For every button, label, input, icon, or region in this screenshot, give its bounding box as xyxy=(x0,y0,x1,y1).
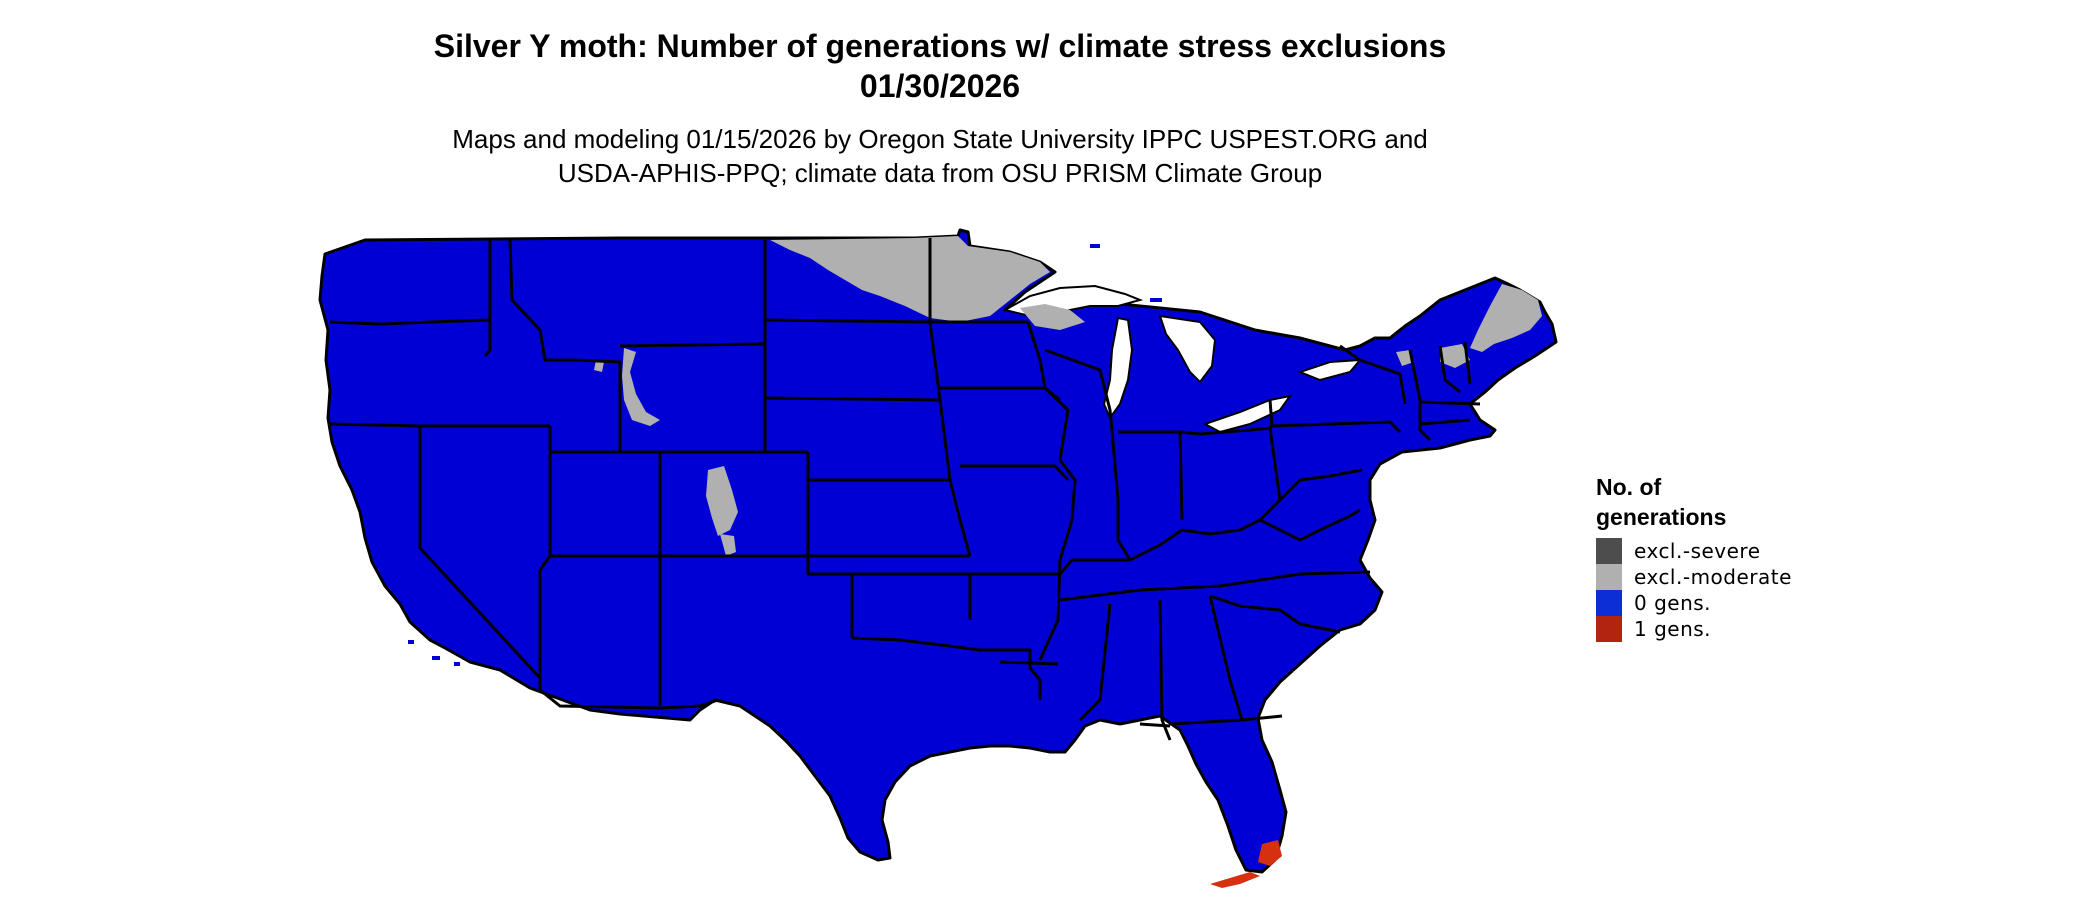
legend-label: 0 gens. xyxy=(1634,591,1712,615)
map-date: 01/30/2026 xyxy=(859,68,1021,104)
map-title: Silver Y moth: Number of generations w/ … xyxy=(433,28,1447,64)
legend-title-line2: generations xyxy=(1596,504,1727,530)
map-credit-line1: Maps and modeling 01/15/2026 by Oregon S… xyxy=(452,124,1428,154)
legend-label: 1 gens. xyxy=(1634,617,1712,641)
map-credit-line2: USDA-APHIS-PPQ; climate data from OSU PR… xyxy=(557,158,1323,188)
excl-moderate-colorado-south xyxy=(720,534,736,556)
excl-moderate-maine xyxy=(1470,284,1542,352)
us-landmass xyxy=(318,228,1558,874)
one-gen-south-florida xyxy=(1258,840,1282,866)
legend-item-1-gens: 1 gens. xyxy=(1596,616,1792,642)
lake-michigan xyxy=(1102,316,1134,421)
legend-item-0-gens: 0 gens. xyxy=(1596,590,1792,616)
excl-moderate-wyoming xyxy=(622,348,660,426)
excl-moderate-colorado xyxy=(706,466,738,536)
legend-swatch-1-gens xyxy=(1596,616,1622,642)
legend-swatch-excl-severe xyxy=(1596,538,1622,564)
excl-moderate-upper-michigan xyxy=(1020,304,1085,330)
legend-title-line1: No. of xyxy=(1596,474,1662,500)
map-legend: No. of generations excl.-severe excl.-mo… xyxy=(1596,472,1792,642)
excl-moderate-north-central xyxy=(770,236,1050,322)
legend-label: excl.-moderate xyxy=(1634,565,1792,589)
excl-moderate-idaho xyxy=(594,360,604,372)
lake-huron xyxy=(1158,314,1217,384)
legend-item-excl-moderate: excl.-moderate xyxy=(1596,564,1792,590)
excl-moderate-ne-mountains xyxy=(1440,344,1470,368)
one-gen-florida-keys xyxy=(1210,872,1260,888)
legend-swatch-excl-moderate xyxy=(1596,564,1622,590)
legend-swatch-0-gens xyxy=(1596,590,1622,616)
coastal-islands xyxy=(408,244,1202,666)
lake-ontario xyxy=(1297,358,1363,382)
legend-title: No. of generations xyxy=(1596,472,1792,532)
legend-item-excl-severe: excl.-severe xyxy=(1596,538,1792,564)
legend-label: excl.-severe xyxy=(1634,539,1761,563)
state-borders xyxy=(327,238,1481,741)
